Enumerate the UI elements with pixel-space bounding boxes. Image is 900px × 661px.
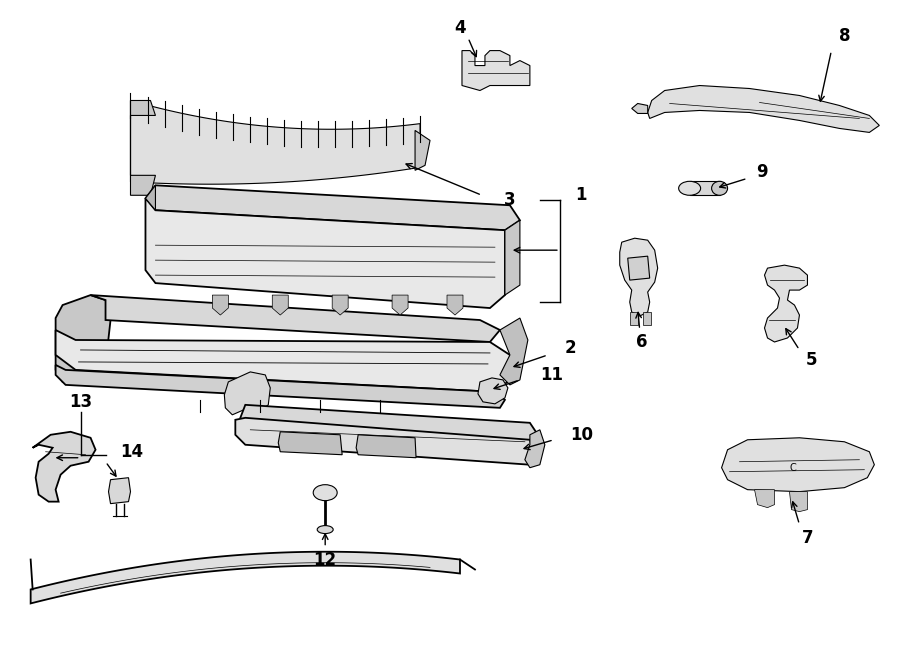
Polygon shape [224, 372, 270, 415]
Text: 4: 4 [454, 19, 466, 36]
Polygon shape [212, 295, 229, 315]
Text: 14: 14 [121, 443, 144, 461]
Polygon shape [356, 435, 416, 457]
Polygon shape [146, 198, 505, 308]
Text: 11: 11 [540, 366, 562, 384]
Polygon shape [278, 432, 342, 455]
Ellipse shape [712, 181, 727, 195]
Text: 2: 2 [565, 339, 576, 357]
Polygon shape [91, 295, 500, 342]
Polygon shape [620, 238, 658, 316]
Polygon shape [648, 85, 879, 132]
Polygon shape [447, 295, 463, 315]
Polygon shape [525, 430, 544, 468]
Text: 7: 7 [802, 529, 814, 547]
Polygon shape [56, 330, 510, 392]
Ellipse shape [679, 181, 700, 195]
Text: 12: 12 [313, 551, 337, 568]
Polygon shape [415, 130, 430, 171]
Polygon shape [32, 432, 95, 502]
Polygon shape [332, 295, 348, 315]
Polygon shape [56, 365, 505, 408]
Polygon shape [505, 220, 520, 295]
Polygon shape [754, 490, 775, 508]
Text: C: C [789, 463, 796, 473]
Polygon shape [632, 104, 648, 114]
Polygon shape [500, 318, 528, 385]
Ellipse shape [317, 525, 333, 533]
Bar [689, 181, 720, 195]
Polygon shape [146, 185, 520, 230]
Text: 3: 3 [504, 191, 516, 210]
Polygon shape [462, 51, 530, 91]
Polygon shape [627, 256, 650, 280]
Polygon shape [146, 185, 156, 210]
Polygon shape [109, 478, 130, 504]
Polygon shape [392, 295, 408, 315]
Polygon shape [789, 492, 807, 512]
Polygon shape [130, 100, 156, 195]
Polygon shape [240, 405, 538, 445]
Ellipse shape [313, 485, 338, 500]
Text: 10: 10 [570, 426, 593, 444]
Polygon shape [31, 552, 460, 603]
Polygon shape [56, 295, 111, 385]
Text: 1: 1 [575, 186, 586, 204]
Polygon shape [643, 312, 651, 325]
Text: 5: 5 [806, 351, 817, 369]
Polygon shape [130, 100, 420, 184]
Polygon shape [722, 438, 874, 492]
Polygon shape [273, 295, 288, 315]
Text: 13: 13 [69, 393, 92, 411]
Polygon shape [235, 418, 535, 465]
Text: 9: 9 [756, 163, 768, 181]
Text: 8: 8 [839, 26, 850, 45]
Text: 6: 6 [636, 333, 647, 351]
Polygon shape [630, 312, 638, 325]
Polygon shape [478, 378, 508, 404]
Polygon shape [764, 265, 807, 342]
